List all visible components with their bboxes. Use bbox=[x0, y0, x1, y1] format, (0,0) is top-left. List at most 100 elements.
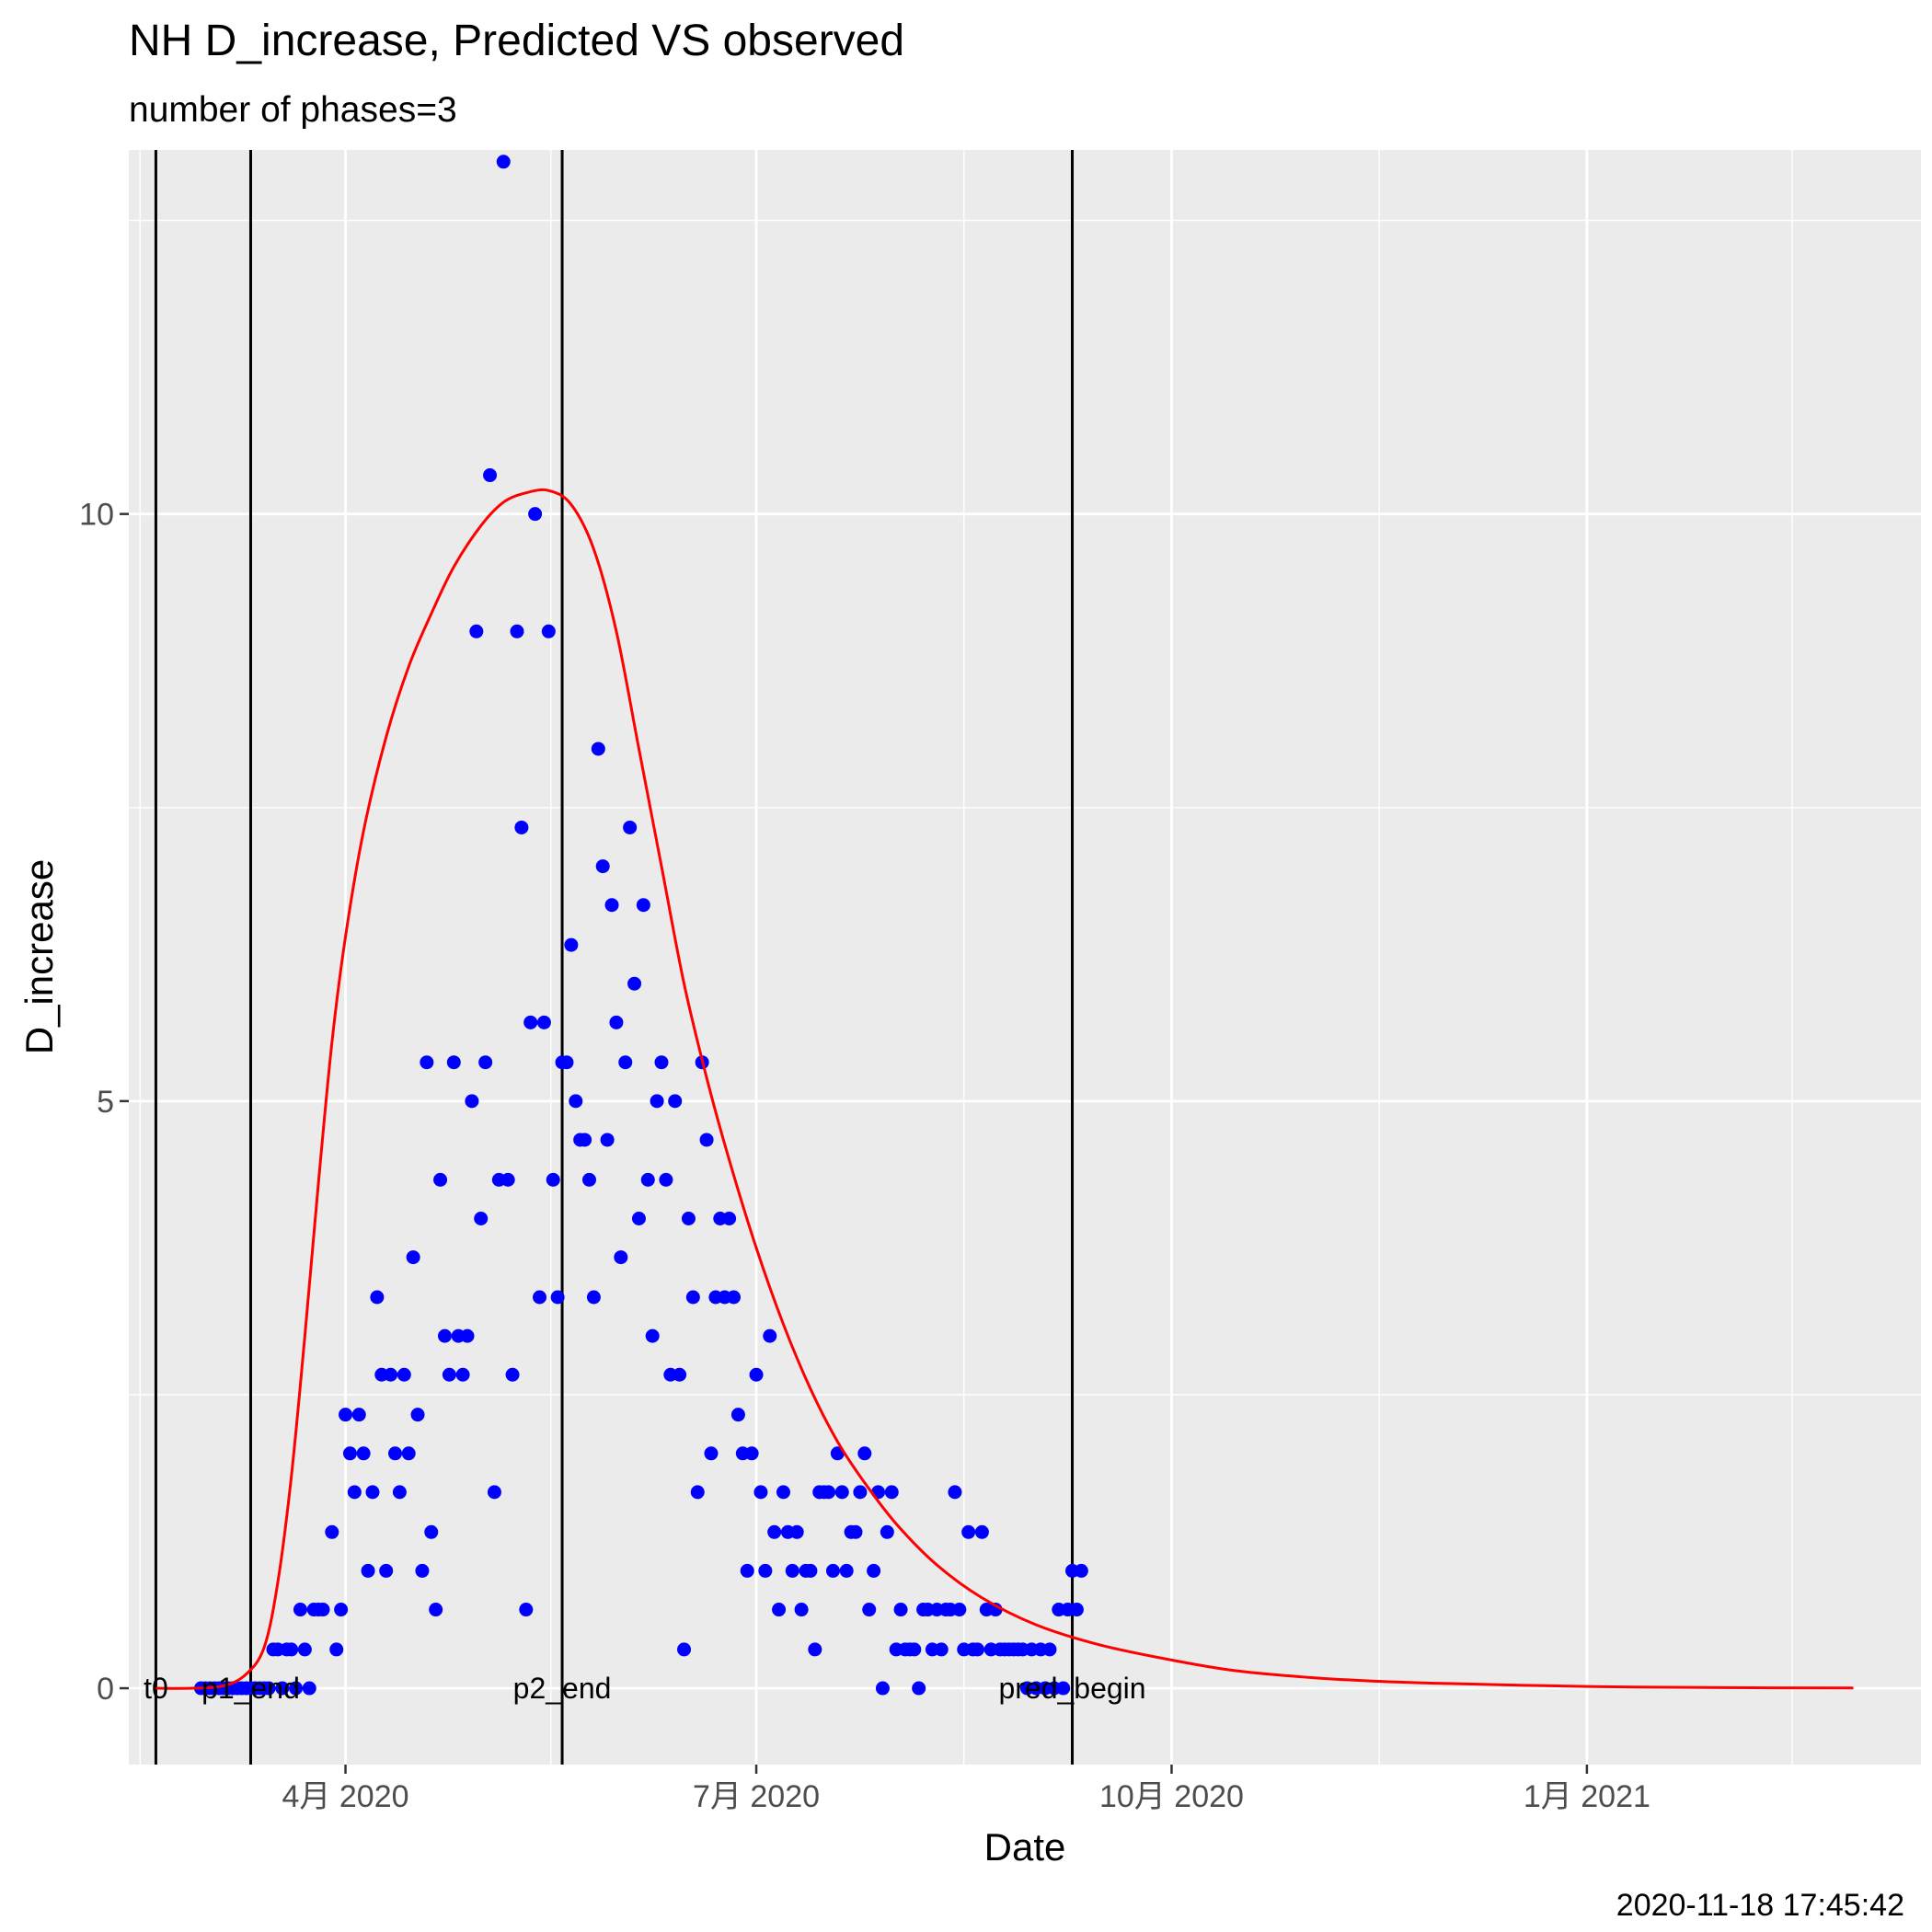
observed-point bbox=[834, 1485, 849, 1500]
observed-point bbox=[302, 1681, 316, 1696]
observed-point bbox=[275, 1681, 290, 1696]
y-tick-label: 10 bbox=[79, 498, 114, 533]
observed-point bbox=[361, 1563, 375, 1578]
observed-point bbox=[907, 1642, 922, 1657]
observed-point bbox=[1074, 1563, 1088, 1578]
observed-point bbox=[677, 1642, 692, 1657]
observed-point bbox=[519, 1603, 534, 1617]
observed-point bbox=[604, 898, 619, 913]
observed-point bbox=[631, 1211, 646, 1225]
observed-point bbox=[433, 1172, 448, 1187]
observed-point bbox=[564, 937, 579, 952]
observed-point bbox=[351, 1408, 366, 1422]
observed-point bbox=[442, 1367, 456, 1382]
observed-point bbox=[659, 1172, 673, 1187]
observed-point bbox=[970, 1642, 984, 1657]
observed-point bbox=[293, 1603, 307, 1617]
observed-point bbox=[893, 1603, 908, 1617]
observed-point bbox=[880, 1524, 894, 1539]
observed-point bbox=[668, 1094, 683, 1109]
observed-point bbox=[699, 1133, 714, 1147]
predicted-series bbox=[155, 488, 1854, 1690]
observed-point bbox=[704, 1446, 719, 1461]
observed-point bbox=[384, 1367, 398, 1382]
observed-point bbox=[284, 1642, 299, 1657]
observed-point bbox=[370, 1290, 385, 1305]
observed-point bbox=[429, 1603, 443, 1617]
observed-point bbox=[410, 1408, 425, 1422]
observed-point bbox=[536, 1015, 551, 1029]
observed-point bbox=[523, 1015, 538, 1029]
chart-subtitle: number of phases=3 bbox=[129, 90, 457, 130]
observed-point bbox=[912, 1681, 926, 1696]
phase-label-p1-end: p1_end bbox=[201, 1672, 300, 1705]
observed-point bbox=[744, 1446, 759, 1461]
observed-point bbox=[541, 624, 556, 638]
observed-point bbox=[487, 1485, 501, 1500]
phase-labels: t0 p1_end p2_end pred_begin bbox=[144, 1672, 1145, 1705]
observed-point bbox=[645, 1328, 660, 1343]
phase-label-pred-begin: pred_begin bbox=[998, 1672, 1145, 1705]
observed-point bbox=[388, 1446, 403, 1461]
observed-point bbox=[974, 1524, 989, 1539]
plot-caption: 2020-11-18 17:45:42 bbox=[1616, 1888, 1904, 1923]
observed-point bbox=[618, 1055, 633, 1070]
observed-point bbox=[875, 1681, 890, 1696]
x-axis: 4月 2020 7月 2020 10月 2020 1月 2021 bbox=[282, 1765, 1650, 1814]
observed-point bbox=[483, 468, 498, 483]
observed-point bbox=[948, 1485, 962, 1500]
observed-point bbox=[839, 1563, 854, 1578]
observed-point bbox=[261, 1681, 276, 1696]
observed-point bbox=[446, 1055, 461, 1070]
observed-point bbox=[758, 1563, 773, 1578]
observed-point bbox=[1042, 1642, 1057, 1657]
observed-point bbox=[595, 859, 610, 874]
observed-point bbox=[455, 1367, 470, 1382]
observed-point bbox=[289, 1681, 304, 1696]
observed-point bbox=[533, 1290, 547, 1305]
observed-point bbox=[365, 1485, 380, 1500]
observed-point bbox=[569, 1094, 583, 1109]
observed-point bbox=[334, 1603, 349, 1617]
observed-point bbox=[510, 624, 524, 638]
observed-point bbox=[325, 1524, 339, 1539]
observed-point bbox=[654, 1055, 669, 1070]
observed-point bbox=[730, 1408, 745, 1422]
observed-point bbox=[740, 1563, 754, 1578]
observed-point bbox=[794, 1603, 809, 1617]
observed-point bbox=[424, 1524, 439, 1539]
observed-point bbox=[550, 1290, 565, 1305]
observed-point bbox=[690, 1485, 705, 1500]
observed-point bbox=[514, 820, 529, 834]
chart-title: NH D_increase, Predicted VS observed bbox=[129, 17, 904, 65]
observed-point bbox=[853, 1485, 868, 1500]
observed-point bbox=[767, 1524, 782, 1539]
plot-panel bbox=[129, 150, 1921, 1765]
observed-point bbox=[803, 1563, 818, 1578]
x-tick-label: 10月 2020 bbox=[1099, 1779, 1244, 1814]
observed-point bbox=[867, 1563, 881, 1578]
observed-point bbox=[627, 976, 642, 991]
observed-point bbox=[776, 1485, 790, 1500]
x-tick-label: 4月 2020 bbox=[282, 1779, 409, 1814]
observed-point bbox=[329, 1642, 344, 1657]
phase-label-t0: t0 bbox=[144, 1672, 168, 1705]
observed-point bbox=[505, 1367, 520, 1382]
observed-point bbox=[528, 507, 543, 522]
observed-point bbox=[722, 1211, 737, 1225]
observed-point bbox=[1069, 1603, 1084, 1617]
observed-point bbox=[789, 1524, 804, 1539]
observed-point bbox=[496, 155, 511, 169]
observed-point bbox=[727, 1290, 742, 1305]
observed-point bbox=[474, 1211, 489, 1225]
observed-point bbox=[316, 1603, 330, 1617]
observed-point bbox=[591, 742, 605, 756]
observed-point bbox=[469, 624, 484, 638]
observed-point bbox=[347, 1485, 362, 1500]
observed-point bbox=[478, 1055, 493, 1070]
observed-point bbox=[297, 1642, 312, 1657]
observed-point bbox=[934, 1642, 949, 1657]
y-tick-label: 5 bbox=[97, 1085, 114, 1120]
observed-point bbox=[339, 1408, 353, 1422]
observed-point bbox=[379, 1563, 394, 1578]
